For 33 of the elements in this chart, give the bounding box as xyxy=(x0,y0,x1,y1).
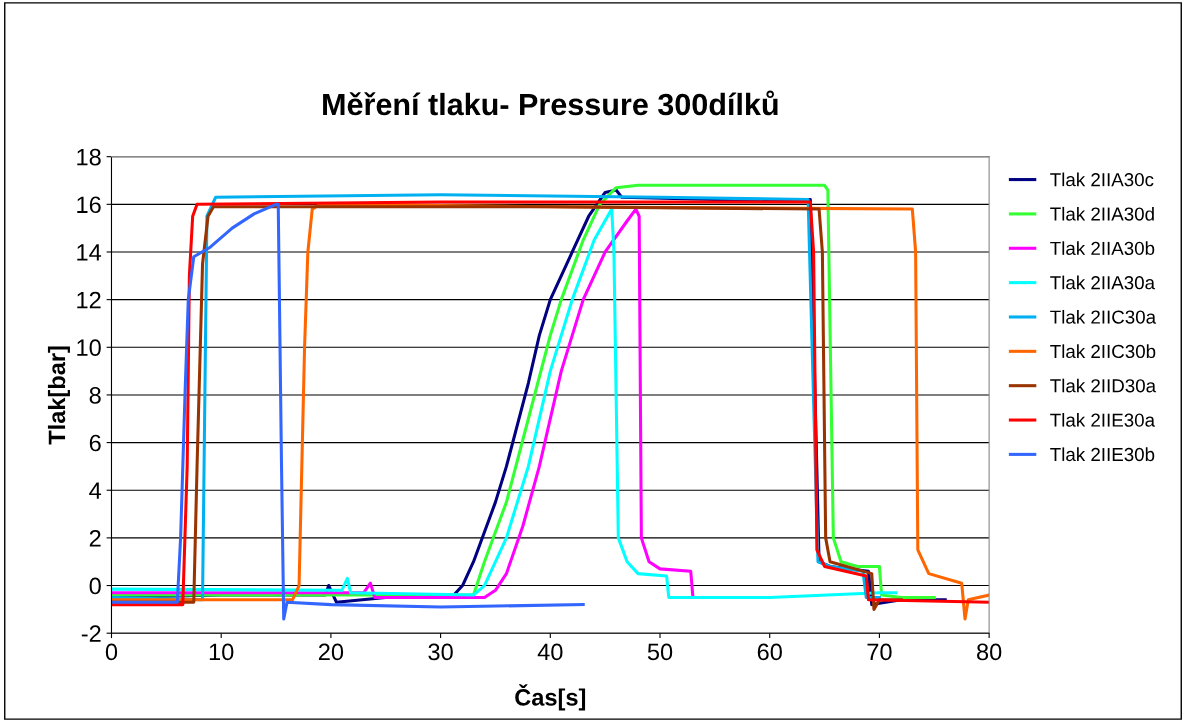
chart-title: Měření tlaku- Pressure 300dílků xyxy=(323,90,778,116)
legend-label: Tlak 2IIA30a xyxy=(1050,275,1156,290)
y-tick-label: 4 xyxy=(89,482,102,499)
x-axis-title: Čas[s] xyxy=(515,684,586,711)
legend-label: Tlak 2IIE30b xyxy=(1050,447,1155,462)
y-tick-label: 16 xyxy=(77,196,101,214)
legend-label: Tlak 2IIC30b xyxy=(1050,344,1156,359)
y-tick-label: 2 xyxy=(89,529,101,547)
x-tick-label: 80 xyxy=(977,643,1002,661)
x-tick-label: 40 xyxy=(537,643,563,661)
x-tick-label: 0 xyxy=(105,643,118,661)
legend-label: Tlak 2IIA30d xyxy=(1050,206,1154,221)
x-tick-label: 10 xyxy=(209,643,234,661)
legend-label: Tlak 2IIC30a xyxy=(1050,309,1157,324)
legend-label: Tlak 2IIA30c xyxy=(1050,172,1154,187)
y-tick-label: 6 xyxy=(89,434,101,452)
x-tick-label: 60 xyxy=(757,643,782,661)
y-tick-label: 8 xyxy=(89,387,101,404)
x-tick-label: 30 xyxy=(428,643,453,661)
x-tick-label: 20 xyxy=(318,643,344,661)
line-series xyxy=(111,202,585,621)
legend-label: Tlak 2IID30a xyxy=(1050,378,1157,393)
y-tick-label: -2 xyxy=(81,625,101,642)
legend-label: Tlak 2IIA30b xyxy=(1050,241,1155,256)
y-tick-label: 14 xyxy=(77,244,102,261)
y-tick-label: 18 xyxy=(77,148,101,166)
y-tick-label: 12 xyxy=(77,291,101,309)
y-tick-label: 0 xyxy=(89,577,101,595)
x-tick-label: 70 xyxy=(867,643,892,661)
y-axis-title: Tlak[bar] xyxy=(47,346,70,445)
legend-label: Tlak 2IIE30a xyxy=(1050,413,1156,427)
y-tick-label: 10 xyxy=(77,339,101,357)
x-tick-label: 50 xyxy=(647,643,673,661)
